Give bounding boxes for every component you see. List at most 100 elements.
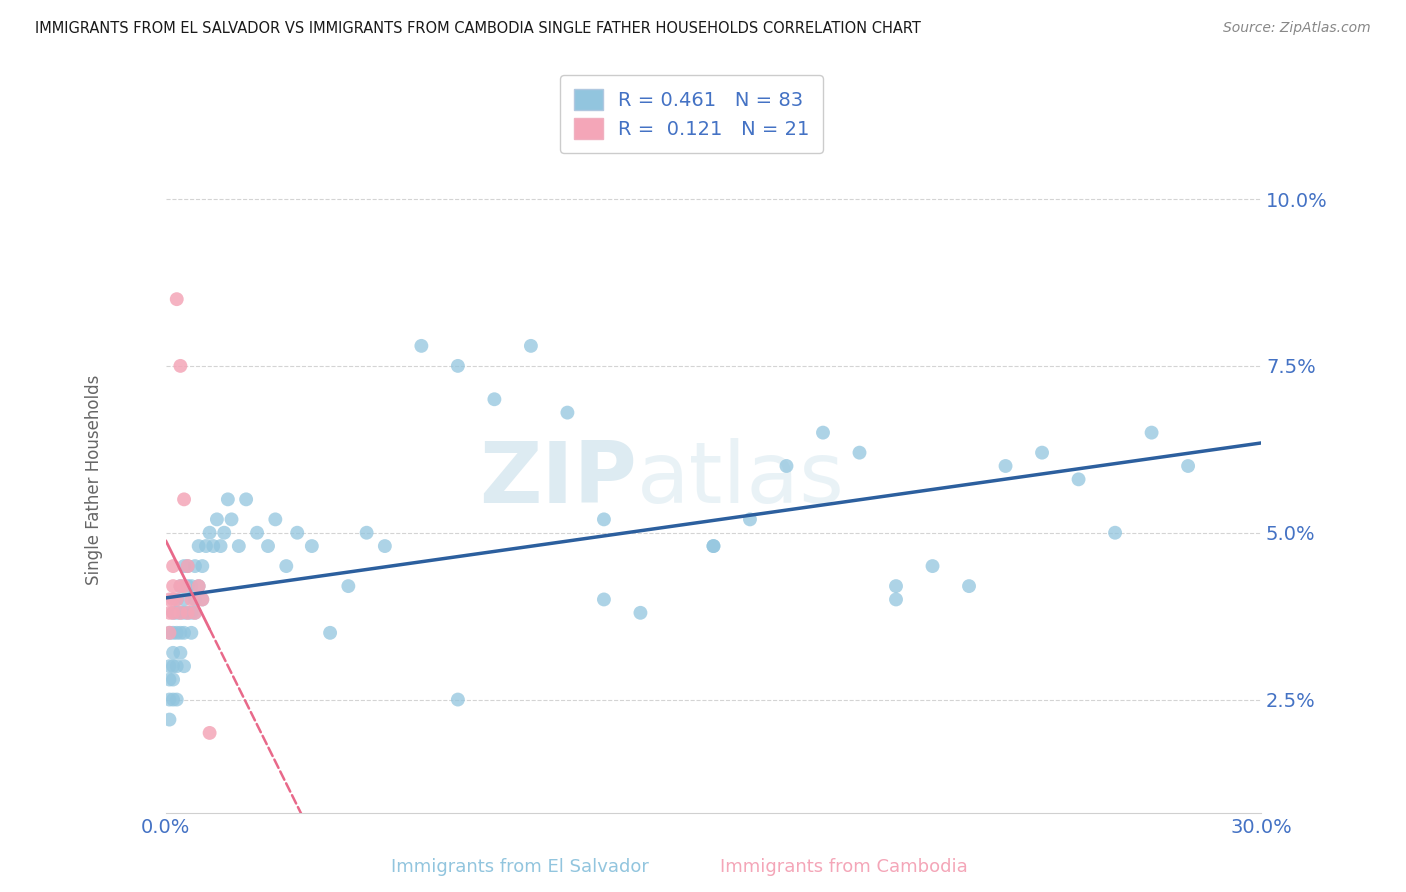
Point [169, 606, 191, 620]
Point [484, 392, 506, 407]
Point [177, 559, 200, 574]
Point [162, 606, 184, 620]
Point [191, 559, 214, 574]
Point [593, 512, 616, 526]
Point [173, 492, 195, 507]
Point [994, 458, 1017, 473]
Point [159, 659, 181, 673]
Point [191, 592, 214, 607]
Point [411, 339, 433, 353]
Point [162, 592, 184, 607]
Point [180, 592, 202, 607]
Point [180, 606, 202, 620]
Point [285, 525, 308, 540]
Point [194, 539, 217, 553]
Point [1177, 458, 1199, 473]
Point [162, 673, 184, 687]
Point [202, 539, 225, 553]
Point [159, 625, 181, 640]
Point [187, 579, 209, 593]
Point [177, 606, 200, 620]
Point [775, 458, 797, 473]
Point [166, 592, 188, 607]
Text: atlas: atlas [637, 438, 845, 521]
Point [884, 592, 907, 607]
Point [184, 606, 207, 620]
Point [187, 579, 209, 593]
Text: Immigrants from El Salvador: Immigrants from El Salvador [391, 858, 650, 876]
Point [738, 512, 761, 526]
Point [162, 606, 184, 620]
Point [173, 625, 195, 640]
Point [166, 692, 188, 706]
Point [177, 579, 200, 593]
Point [159, 592, 181, 607]
Point [246, 525, 269, 540]
Point [520, 339, 543, 353]
Point [217, 492, 239, 507]
Text: ZIP: ZIP [479, 438, 637, 521]
Point [957, 579, 980, 593]
Point [166, 292, 188, 306]
Y-axis label: Single Father Households: Single Father Households [86, 374, 103, 584]
Point [169, 646, 191, 660]
Point [166, 592, 188, 607]
Point [630, 606, 652, 620]
Point [173, 579, 195, 593]
Point [191, 592, 214, 607]
Point [184, 606, 207, 620]
Point [374, 539, 396, 553]
Point [212, 525, 235, 540]
Point [205, 512, 228, 526]
Point [1104, 525, 1126, 540]
Point [557, 406, 579, 420]
Text: Immigrants from Cambodia: Immigrants from Cambodia [720, 858, 967, 876]
Point [180, 579, 202, 593]
Point [173, 606, 195, 620]
Point [228, 539, 250, 553]
Point [209, 539, 232, 553]
Point [276, 559, 298, 574]
Point [159, 606, 181, 620]
Point [162, 692, 184, 706]
Point [884, 579, 907, 593]
Point [180, 625, 202, 640]
Point [447, 692, 470, 706]
Point [264, 512, 287, 526]
Point [198, 525, 221, 540]
Point [159, 713, 181, 727]
Point [173, 559, 195, 574]
Point [1067, 472, 1090, 486]
Point [173, 592, 195, 607]
Point [235, 492, 257, 507]
Point [169, 625, 191, 640]
Point [356, 525, 378, 540]
Point [184, 592, 207, 607]
Point [187, 539, 209, 553]
Text: Source: ZipAtlas.com: Source: ZipAtlas.com [1223, 21, 1371, 35]
Point [1031, 445, 1053, 459]
Point [447, 359, 470, 373]
Point [173, 659, 195, 673]
Point [811, 425, 834, 440]
Point [177, 606, 200, 620]
Point [337, 579, 360, 593]
Point [166, 659, 188, 673]
Point [1140, 425, 1163, 440]
Point [162, 579, 184, 593]
Point [159, 692, 181, 706]
Text: IMMIGRANTS FROM EL SALVADOR VS IMMIGRANTS FROM CAMBODIA SINGLE FATHER HOUSEHOLDS: IMMIGRANTS FROM EL SALVADOR VS IMMIGRANT… [35, 21, 921, 36]
Point [198, 726, 221, 740]
Point [162, 659, 184, 673]
Legend: R = 0.461   N = 83, R =  0.121   N = 21: R = 0.461 N = 83, R = 0.121 N = 21 [560, 75, 823, 153]
Point [848, 445, 870, 459]
Point [162, 559, 184, 574]
Point [177, 559, 200, 574]
Point [221, 512, 243, 526]
Point [162, 646, 184, 660]
Point [169, 579, 191, 593]
Point [301, 539, 323, 553]
Point [593, 592, 616, 607]
Point [702, 539, 724, 553]
Point [169, 359, 191, 373]
